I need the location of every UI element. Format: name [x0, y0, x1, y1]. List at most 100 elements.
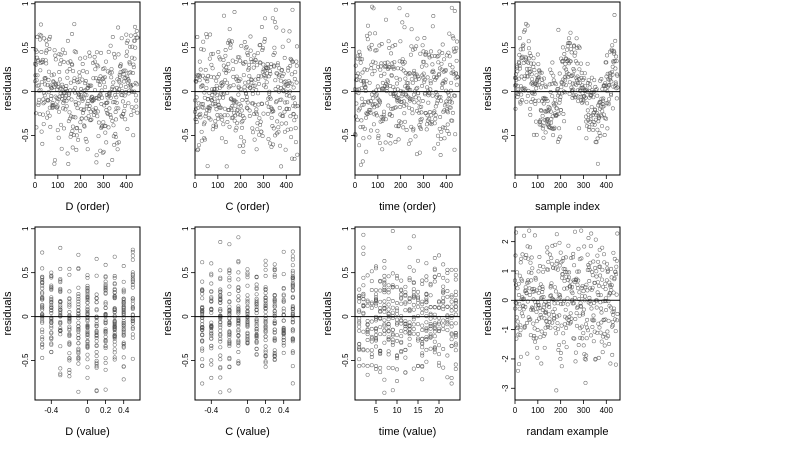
- data-point: [49, 311, 54, 315]
- y-tick-label: -0.5: [501, 128, 510, 142]
- data-point: [424, 306, 429, 311]
- data-point: [400, 57, 405, 62]
- data-point: [290, 351, 295, 355]
- data-point: [268, 96, 273, 101]
- data-point: [531, 82, 535, 87]
- data-point: [374, 337, 378, 342]
- data-point: [292, 118, 297, 123]
- data-point: [424, 320, 429, 325]
- data-point: [434, 94, 439, 99]
- data-point: [272, 320, 277, 325]
- data-point: [127, 78, 131, 83]
- data-point: [599, 320, 604, 325]
- data-point: [557, 343, 562, 347]
- data-point: [411, 302, 416, 307]
- data-point: [549, 293, 554, 298]
- data-point: [195, 148, 200, 153]
- data-point: [441, 295, 446, 300]
- data-point: [531, 297, 536, 302]
- data-point: [564, 67, 569, 72]
- data-point: [85, 273, 90, 278]
- data-point: [364, 149, 369, 154]
- data-point: [552, 285, 557, 290]
- data-point: [403, 319, 408, 324]
- data-point: [441, 290, 446, 295]
- data-point: [58, 266, 63, 271]
- data-point: [94, 292, 99, 297]
- x-tick-label: 100: [51, 181, 65, 190]
- data-point: [290, 268, 295, 273]
- data-point: [227, 364, 232, 369]
- y-tick-label: -0.5: [341, 353, 350, 367]
- data-point: [46, 69, 51, 74]
- data-point: [245, 283, 250, 288]
- data-point: [125, 49, 129, 54]
- data-point: [254, 292, 259, 297]
- y-tick-label: 0: [181, 89, 190, 94]
- data-point: [558, 293, 562, 298]
- data-point: [236, 321, 241, 326]
- data-point: [117, 80, 122, 85]
- data-point: [199, 102, 204, 107]
- data-point: [283, 147, 288, 152]
- data-point: [411, 234, 416, 239]
- data-point: [406, 141, 411, 146]
- data-point: [419, 116, 424, 121]
- data-point: [121, 325, 126, 330]
- data-point: [526, 280, 531, 285]
- data-point: [549, 256, 554, 261]
- x-tick-label: 10: [393, 406, 402, 415]
- data-point: [200, 346, 205, 351]
- data-point: [432, 256, 437, 260]
- data-point: [378, 348, 383, 353]
- data-point: [260, 134, 265, 138]
- data-point: [58, 52, 63, 57]
- data-point: [200, 325, 205, 330]
- data-point: [420, 345, 425, 350]
- data-point: [121, 302, 126, 307]
- data-point: [558, 108, 563, 112]
- data-point: [121, 313, 126, 318]
- data-point: [112, 254, 117, 259]
- data-point: [445, 122, 450, 127]
- data-point: [528, 112, 533, 117]
- data-point: [103, 356, 108, 361]
- data-point: [374, 48, 379, 53]
- data-point: [568, 41, 572, 46]
- data-point: [102, 75, 107, 80]
- data-point: [357, 324, 362, 329]
- data-point: [58, 326, 63, 331]
- data-point: [62, 126, 66, 131]
- data-point: [211, 75, 216, 80]
- data-point: [267, 69, 272, 74]
- data-point: [568, 47, 573, 52]
- data-point: [531, 56, 536, 61]
- data-point: [417, 123, 422, 128]
- data-point: [369, 66, 374, 71]
- data-point: [403, 284, 408, 289]
- data-point: [130, 332, 135, 337]
- data-point: [290, 305, 295, 310]
- x-axis-label: C (value): [225, 426, 270, 438]
- data-point: [453, 298, 458, 303]
- data-point: [220, 82, 225, 87]
- data-point: [67, 300, 72, 305]
- data-point: [611, 250, 616, 255]
- data-point: [109, 115, 113, 120]
- data-point: [54, 105, 59, 110]
- data-point: [557, 71, 562, 76]
- data-point: [410, 80, 415, 85]
- data-point: [610, 72, 615, 77]
- data-point: [537, 122, 542, 127]
- data-point: [130, 305, 135, 310]
- data-point: [77, 74, 82, 79]
- data-point: [589, 231, 594, 236]
- data-point: [218, 308, 223, 313]
- data-point: [517, 63, 522, 68]
- data-point: [411, 293, 416, 298]
- data-point: [590, 273, 595, 278]
- data-point: [581, 289, 586, 294]
- data-point: [390, 388, 395, 393]
- data-point: [556, 348, 561, 352]
- data-point: [40, 297, 45, 302]
